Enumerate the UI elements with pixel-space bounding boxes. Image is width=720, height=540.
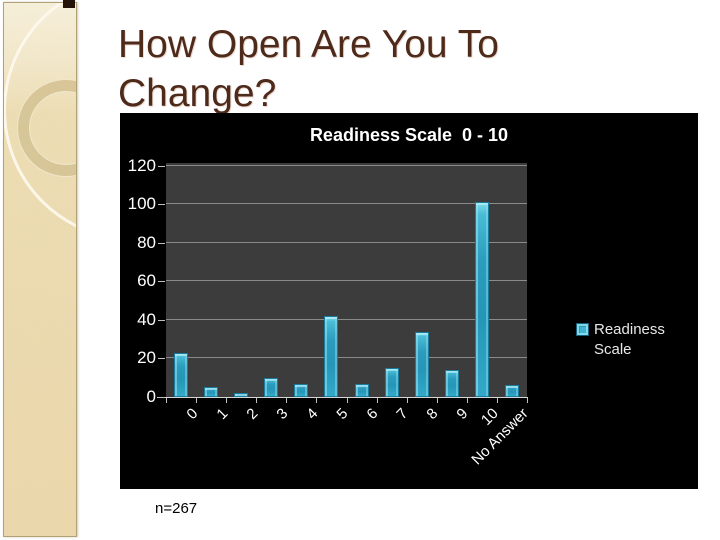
x-axis-label-text: 8 [423,405,442,423]
x-axis-label-text: 4 [303,405,322,423]
y-tick-100 [158,204,165,206]
x-tick-12 [527,398,528,403]
x-axis-line [157,397,528,398]
x-axis-label-text: 1 [213,405,232,423]
slide-title-line1: How Open Are You To [118,23,499,66]
y-axis-label-120: 120 [127,155,156,175]
y-tick-120 [158,165,165,167]
bar-5 [324,316,339,397]
x-tick-9 [436,398,438,403]
bar-9 [444,370,459,397]
gridline-60 [166,280,527,282]
bar-1 [204,387,219,397]
x-tick-2 [226,398,228,403]
y-axis-label-40: 40 [137,309,156,329]
bar-10 [474,202,489,397]
gridline-100 [166,203,527,205]
bar-No Answer [504,385,519,397]
slide-title-line2: Change? [118,72,277,115]
x-axis-label-text: 9 [453,405,472,423]
slide-title: How Open Are You To Change? [118,20,678,118]
decorative-ring [18,80,76,176]
x-tick-4 [286,398,288,403]
gridline-40 [166,318,527,320]
chart-legend: Readiness Scale [576,320,692,360]
y-axis-label-100: 100 [127,194,156,214]
y-tick-40 [158,319,165,321]
gridline-20 [166,357,527,359]
x-tick-6 [346,398,348,403]
bar-2 [234,393,249,397]
x-axis-label-text: No Answer [468,405,532,469]
x-tick-8 [406,398,408,403]
legend-marker-icon [576,323,589,336]
y-axis-label-80: 80 [137,232,156,252]
gridline-80 [166,241,527,243]
x-axis-label-text: 6 [363,405,382,423]
x-tick-7 [376,398,378,403]
sample-size-note: n=267 [155,500,198,517]
x-tick-10 [466,398,468,403]
y-tick-20 [158,358,165,360]
y-axis-label-60: 60 [137,271,156,291]
x-axis-label-text: 5 [333,405,352,423]
gridline-120 [166,164,527,166]
bar-6 [354,383,369,397]
bar-4 [294,383,309,397]
bar-7 [384,368,399,397]
plot-area [166,163,527,397]
sidebar-decoration [3,2,77,537]
y-tick-0 [158,397,165,398]
x-tick-3 [256,398,258,403]
x-axis-label-text: 2 [243,405,262,423]
bar-3 [264,377,279,397]
y-axis-label-20: 20 [137,348,156,368]
y-tick-60 [158,281,165,283]
x-tick-1 [196,398,198,403]
x-axis-label-text: 3 [273,405,292,423]
x-axis-label-text: 7 [393,405,412,423]
x-axis-label-text: 0 [183,405,202,423]
bar-0 [174,352,189,397]
readiness-bar-chart: Readiness Scale 0 - 10 0 20 40 60 80 100 120 0 1… [120,113,698,489]
y-tick-80 [158,242,165,244]
y-axis-label-0: 0 [146,387,156,406]
decorative-square [63,0,75,8]
x-tick-11 [496,398,498,403]
bar-8 [414,331,429,397]
chart-title: Readiness Scale 0 - 10 [309,125,509,145]
x-tick-5 [316,398,318,403]
legend-label: Readiness Scale [594,321,665,358]
x-tick-0 [166,398,167,403]
